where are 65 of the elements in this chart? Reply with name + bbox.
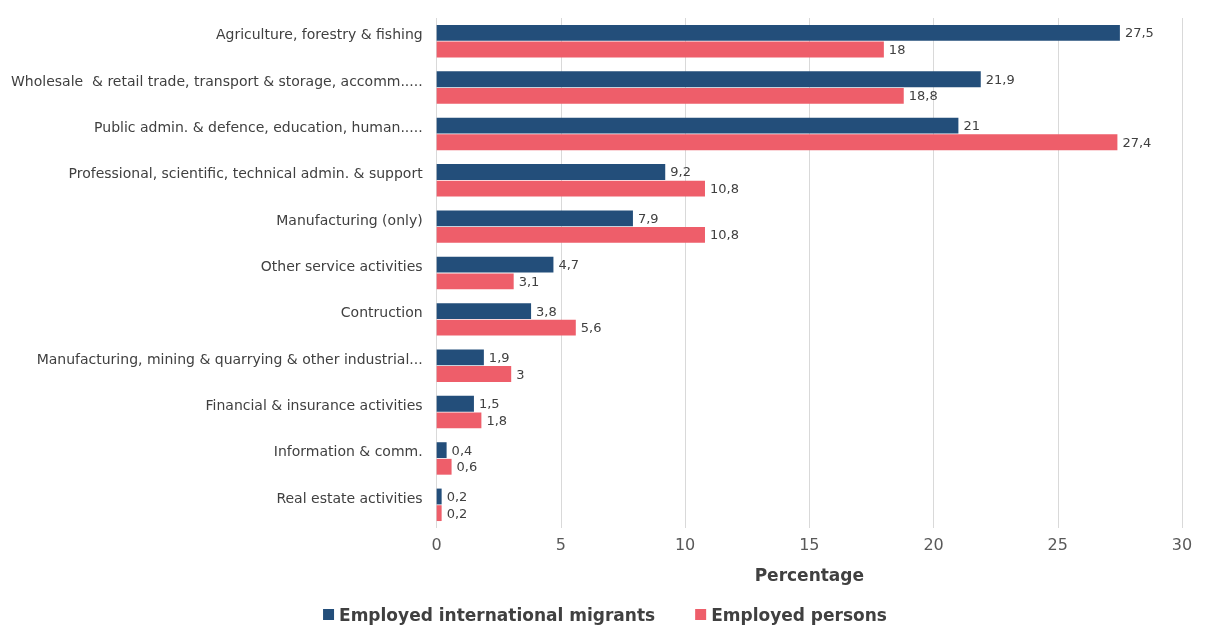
bar <box>436 256 554 273</box>
data-label: 1,9 <box>488 349 510 365</box>
bar <box>436 488 442 505</box>
bar <box>436 458 452 475</box>
y-tick-label: Financial & insurance activities <box>205 397 423 414</box>
bar <box>436 41 884 58</box>
x-axis-title: Percentage <box>754 564 865 585</box>
x-tick-label: 25 <box>1047 534 1068 554</box>
x-tick-label: 15 <box>799 534 820 554</box>
data-label: 5,6 <box>580 320 602 336</box>
data-label: 18,8 <box>908 88 938 104</box>
data-label: 27,5 <box>1124 25 1154 41</box>
data-label: 3,1 <box>518 273 540 289</box>
bar <box>436 134 1118 151</box>
bar <box>436 87 904 104</box>
data-label: 0,6 <box>456 459 478 475</box>
data-label: 4,7 <box>558 257 580 273</box>
data-label: 10,8 <box>709 227 739 243</box>
bar <box>436 366 512 382</box>
x-tick-label: 30 <box>1171 534 1193 554</box>
bar <box>436 505 442 522</box>
data-label: 3 <box>516 366 525 382</box>
data-label: 18 <box>888 41 906 57</box>
data-label: 1,5 <box>478 396 500 412</box>
x-tick-label: 5 <box>555 534 566 554</box>
bar <box>436 442 447 459</box>
y-tick-label: Manufacturing, mining & quarrying & other industrial... <box>36 350 423 367</box>
bar <box>436 180 705 197</box>
bar <box>436 227 705 243</box>
bar <box>436 349 484 366</box>
data-label: 9,2 <box>670 164 691 180</box>
data-label: 0,2 <box>446 505 468 521</box>
y-tick-label: Public admin. & defence, education, human..... <box>94 118 423 135</box>
bar <box>436 319 576 336</box>
data-label: 21 <box>963 118 980 134</box>
y-tick-label: Agriculture, forestry & fishing <box>215 26 423 43</box>
y-tick-label: Professional, scientific, technical admin. & support <box>68 165 424 182</box>
bar <box>436 210 633 227</box>
bar <box>436 395 474 412</box>
y-tick-label: Wholesale & retail trade, transport & storage, accomm..... <box>11 72 423 89</box>
y-tick-label: Real estate activities <box>276 489 423 506</box>
y-tick-label: Information & comm. <box>273 443 423 460</box>
bar <box>436 117 959 134</box>
bar <box>436 164 666 180</box>
y-tick-label: Contruction <box>340 304 423 321</box>
x-tick-label: 10 <box>674 534 696 554</box>
data-label: 0,4 <box>451 442 473 458</box>
bar <box>436 24 1120 41</box>
x-tick-label: 20 <box>923 534 944 554</box>
data-label: 7,9 <box>637 210 659 226</box>
legend-label: Employed international migrants <box>339 604 656 625</box>
y-tick-label: Manufacturing (only) <box>276 211 423 228</box>
data-label: 0,2 <box>446 489 468 505</box>
bar <box>436 71 981 88</box>
bar <box>436 412 482 429</box>
bar <box>436 303 532 319</box>
x-tick-label: 0 <box>431 534 442 554</box>
y-tick-label: Other service activities <box>260 258 423 274</box>
data-label: 27,4 <box>1122 134 1152 150</box>
legend-label: Employed persons <box>711 604 887 625</box>
data-label: 10,8 <box>709 181 739 197</box>
data-label: 3,8 <box>536 303 557 319</box>
data-label: 21,9 <box>985 71 1015 87</box>
bar <box>436 273 514 290</box>
data-label: 1,8 <box>486 412 508 428</box>
